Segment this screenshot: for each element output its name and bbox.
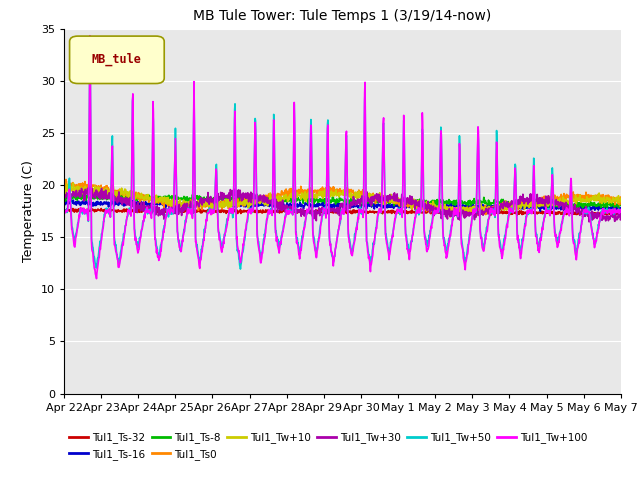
Y-axis label: Temperature (C): Temperature (C) — [22, 160, 35, 262]
FancyBboxPatch shape — [70, 36, 164, 84]
Text: MB_tule: MB_tule — [92, 53, 142, 66]
Title: MB Tule Tower: Tule Temps 1 (3/19/14-now): MB Tule Tower: Tule Temps 1 (3/19/14-now… — [193, 10, 492, 24]
Legend: Tul1_Ts-32, Tul1_Ts-16, Tul1_Ts-8, Tul1_Ts0, Tul1_Tw+10, Tul1_Tw+30, Tul1_Tw+50,: Tul1_Ts-32, Tul1_Ts-16, Tul1_Ts-8, Tul1_… — [69, 432, 588, 459]
